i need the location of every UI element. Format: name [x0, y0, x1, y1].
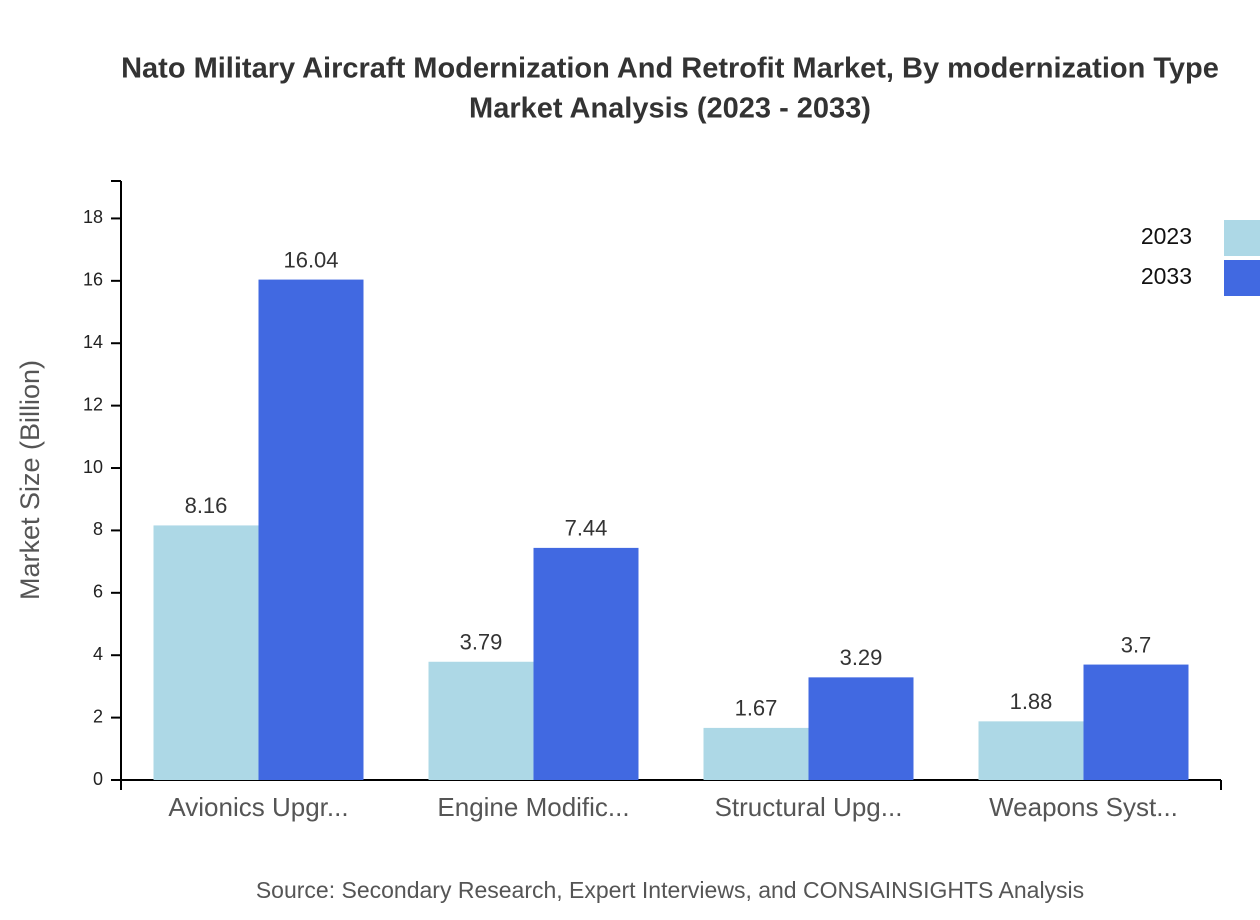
value-label: 3.7 — [1121, 632, 1152, 657]
bar — [533, 547, 639, 780]
bar — [808, 677, 914, 780]
x-tick-label: Avionics Upgr... — [168, 792, 348, 822]
value-label: 8.16 — [185, 493, 228, 518]
value-label: 7.44 — [565, 516, 608, 541]
bar — [258, 279, 364, 780]
y-tick-label: 12 — [83, 394, 103, 414]
value-label: 3.79 — [460, 630, 503, 655]
legend-swatch — [1224, 260, 1260, 296]
y-tick-label: 18 — [83, 207, 103, 227]
y-axis-label: Market Size (Billion) — [15, 360, 45, 600]
y-tick-label: 10 — [83, 457, 103, 477]
y-tick-label: 14 — [83, 332, 103, 352]
legend-label: 2023 — [1141, 223, 1192, 249]
value-label: 1.88 — [1010, 689, 1053, 714]
legend-swatch — [1224, 220, 1260, 256]
bar — [703, 727, 809, 780]
y-tick-label: 16 — [83, 270, 103, 290]
bar — [153, 525, 259, 780]
y-tick-label: 4 — [93, 644, 103, 664]
chart-title: Market Analysis (2023 - 2033) — [469, 93, 871, 125]
value-label: 16.04 — [283, 247, 338, 272]
y-tick-label: 8 — [93, 519, 103, 539]
value-label: 1.67 — [735, 696, 778, 721]
y-tick-label: 2 — [93, 706, 103, 726]
value-label: 3.29 — [840, 645, 883, 670]
x-tick-label: Structural Upg... — [715, 792, 903, 822]
y-tick-label: 6 — [93, 582, 103, 602]
y-tick-label: 0 — [93, 769, 103, 789]
x-tick-label: Weapons Syst... — [989, 792, 1178, 822]
bar — [978, 721, 1084, 780]
x-tick-label: Engine Modific... — [437, 792, 629, 822]
bar — [1083, 664, 1189, 780]
chart-title: Nato Military Aircraft Modernization And… — [121, 53, 1219, 85]
bar — [428, 661, 534, 780]
legend-label: 2033 — [1141, 263, 1192, 289]
source-note: Source: Secondary Research, Expert Inter… — [256, 877, 1084, 903]
